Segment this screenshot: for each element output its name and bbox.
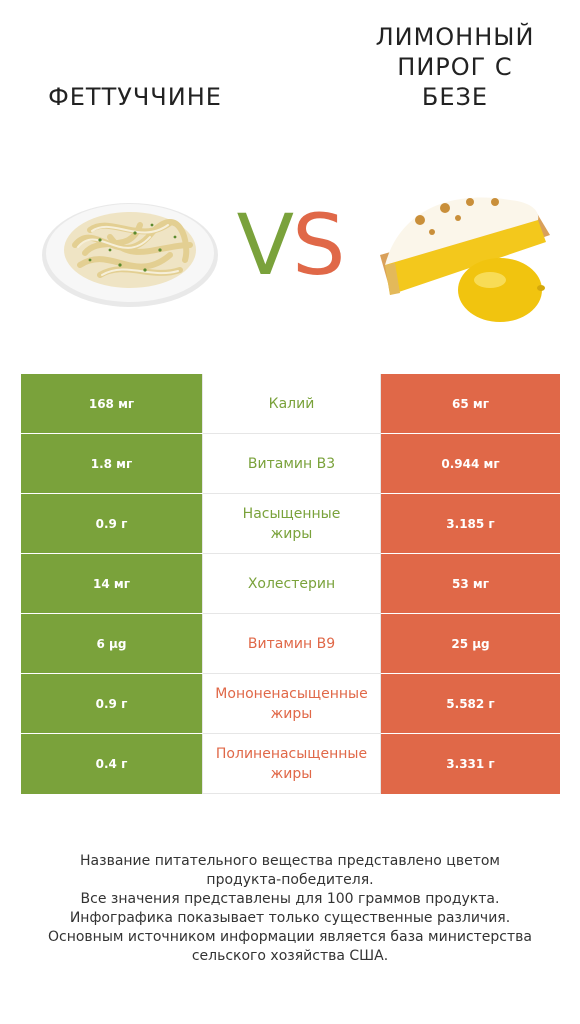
- left-value: 168 мг: [21, 374, 203, 434]
- nutrient-name: Витамин B9: [202, 613, 381, 674]
- nutrient-name-line: Холестерин: [247, 575, 336, 592]
- versus-v: V: [236, 196, 294, 294]
- left-value: 6 µg: [21, 613, 203, 674]
- footer-line: продукта-победителя.: [206, 872, 374, 888]
- comparison-row: 0.4 г Полиненасыщенные жиры 3.331 г: [21, 733, 560, 794]
- comparison-row: 1.8 мг Витамин B3 0.944 мг: [21, 433, 560, 494]
- footer-note: Название питательного вещества представл…: [0, 852, 580, 966]
- nutrient-name: Полиненасыщенные жиры: [202, 733, 381, 794]
- footer-line: Название питательного вещества представл…: [80, 853, 500, 869]
- versus-s: S: [292, 196, 345, 294]
- left-value: 0.9 г: [21, 493, 203, 554]
- nutrient-name: Мононенасыщенные жиры: [202, 673, 381, 734]
- right-food-title-line: БЕЗЕ: [421, 83, 489, 111]
- comparison-table: 168 мг Калий 65 мг 1.8 мг Витамин B3 0.944 мг…: [21, 374, 560, 794]
- right-value: 65 мг: [380, 374, 560, 434]
- comparison-row: 0.9 г Мононенасыщенные жиры 5.582 г: [21, 673, 560, 734]
- nutrient-name: Витамин B3: [202, 433, 381, 494]
- right-value: 3.331 г: [380, 733, 560, 794]
- comparison-row: 168 мг Калий 65 мг: [21, 374, 560, 434]
- footer-line: Инфографика показывает только существенн…: [69, 910, 511, 926]
- left-value: 0.9 г: [21, 673, 203, 734]
- comparison-row: 6 µg Витамин B9 25 µg: [21, 613, 560, 674]
- comparison-row: 14 мг Холестерин 53 мг: [21, 553, 560, 614]
- left-value: 0.4 г: [21, 733, 203, 794]
- left-value: 1.8 мг: [21, 433, 203, 494]
- right-food-title-line: ЛИМОННЫЙ: [375, 23, 535, 51]
- footer-line: сельского хозяйства США.: [191, 948, 389, 964]
- left-value: 14 мг: [21, 553, 203, 614]
- nutrient-name-line: Мононенасыщенные: [215, 685, 368, 702]
- nutrient-name-line: жиры: [270, 765, 313, 782]
- nutrient-name: Калий: [202, 374, 381, 434]
- right-food-title-line: ПИРОГ С: [397, 53, 513, 81]
- right-value: 25 µg: [380, 613, 560, 674]
- nutrient-name-line: Насыщенные: [242, 505, 341, 522]
- comparison-row: 0.9 г Насыщенные жиры 3.185 г: [21, 493, 560, 554]
- nutrient-name-line: жиры: [270, 525, 313, 542]
- versus-label: VS: [228, 195, 352, 295]
- nutrient-name-line: Витамин B9: [247, 635, 336, 652]
- left-food-title: ФЕТТУЧЧИНЕ: [48, 83, 222, 111]
- nutrient-name-line: Калий: [268, 395, 315, 412]
- right-value: 53 мг: [380, 553, 560, 614]
- lemon-meringue-pie-image: [380, 197, 550, 322]
- right-value: 0.944 мг: [380, 433, 560, 494]
- right-value: 3.185 г: [380, 493, 560, 554]
- footer-line: Основным источником информации является …: [48, 929, 532, 945]
- nutrient-name-line: Полиненасыщенные: [215, 745, 368, 762]
- nutrient-name-line: жиры: [270, 705, 313, 722]
- right-value: 5.582 г: [380, 673, 560, 734]
- nutrient-name-line: Витамин B3: [247, 455, 336, 472]
- footer-line: Все значения представлены для 100 граммо…: [80, 891, 500, 907]
- fettuccine-plate-image: [42, 203, 218, 307]
- nutrient-name: Насыщенные жиры: [202, 493, 381, 554]
- right-food-title: ЛИМОННЫЙ ПИРОГ С БЕЗЕ: [330, 22, 580, 112]
- nutrient-name: Холестерин: [202, 553, 381, 614]
